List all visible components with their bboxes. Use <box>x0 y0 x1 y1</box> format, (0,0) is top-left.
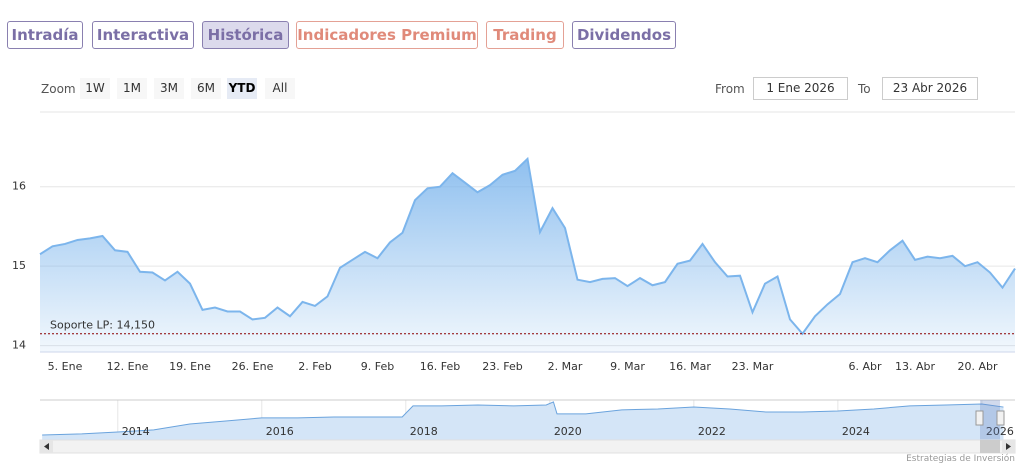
tab[interactable]: Intradía <box>7 21 83 49</box>
tab[interactable]: Indicadores Premium <box>296 21 478 49</box>
x-tick-label: 20. Abr <box>957 360 997 373</box>
navigator-tick-label: 2026 <box>986 425 1014 438</box>
navigator-handle <box>975 410 984 426</box>
zoom-button[interactable]: YTD <box>227 78 257 99</box>
y-tick-label: 16 <box>12 180 26 193</box>
navigator-handle <box>996 410 1005 426</box>
scrollbar-track <box>39 439 1016 454</box>
navigator-tick-label: 2024 <box>842 425 870 438</box>
x-tick-label: 23. Mar <box>732 360 774 373</box>
y-tick-label: 14 <box>12 339 26 352</box>
zoom-button[interactable]: 1W <box>80 78 110 99</box>
navigator-tick-label: 2022 <box>698 425 726 438</box>
y-tick-label: 15 <box>12 259 26 272</box>
tab[interactable]: Interactiva <box>92 21 194 49</box>
navigator-line <box>42 401 1004 436</box>
tab[interactable]: Trading <box>486 21 564 49</box>
navigator-area <box>42 401 1004 440</box>
x-tick-label: 2. Feb <box>298 360 331 373</box>
tab[interactable]: Dividendos <box>572 21 676 49</box>
navigator-tick-label: 2016 <box>266 425 294 438</box>
x-tick-label: 19. Ene <box>169 360 211 373</box>
area <box>40 158 1015 352</box>
navigator-tick-label: 2014 <box>122 425 150 438</box>
from-input[interactable]: 1 Ene 2026 <box>753 77 848 100</box>
from-label: From <box>715 82 745 96</box>
zoom-button[interactable]: All <box>265 78 295 99</box>
x-tick-label: 6. Abr <box>848 360 881 373</box>
x-tick-label: 9. Feb <box>361 360 394 373</box>
zoom-button[interactable]: 6M <box>191 78 221 99</box>
zoom-button[interactable]: 3M <box>154 78 184 99</box>
x-tick-label: 9. Mar <box>610 360 645 373</box>
scrollbar-arrow <box>1006 443 1011 450</box>
x-tick-label: 16. Mar <box>669 360 711 373</box>
zoom-label: Zoom <box>41 82 76 96</box>
navigator-selection <box>980 400 1000 440</box>
tab[interactable]: Histórica <box>202 21 289 49</box>
x-tick-label: 12. Ene <box>107 360 149 373</box>
x-tick-label: 16. Feb <box>420 360 460 373</box>
plot-line-label: Soporte LP: 14,150 <box>50 319 155 332</box>
scrollbar-thumb <box>980 440 1000 453</box>
line <box>39 156 1016 336</box>
navigator-tick-label: 2018 <box>410 425 438 438</box>
x-tick-label: 5. Ene <box>48 360 83 373</box>
x-tick-label: 13. Abr <box>895 360 935 373</box>
to-label: To <box>858 82 871 96</box>
zoom-button[interactable]: 1M <box>117 78 147 99</box>
credit: Estrategias de Inversión <box>906 454 1015 464</box>
x-tick-label: 2. Mar <box>548 360 583 373</box>
scrollbar-arrow <box>44 443 49 450</box>
x-tick-label: 26. Ene <box>232 360 274 373</box>
navigator-tick-label: 2020 <box>554 425 582 438</box>
to-input[interactable]: 23 Abr 2026 <box>882 77 978 100</box>
x-tick-label: 23. Feb <box>482 360 522 373</box>
